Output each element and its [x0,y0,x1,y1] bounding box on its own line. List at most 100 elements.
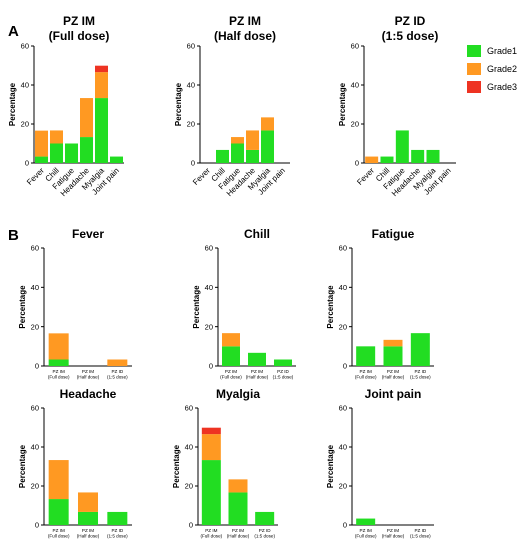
bar-segment [380,156,394,163]
x-tick-label: PZ IM (Half dose) [382,528,405,539]
bar-segment [78,492,98,512]
chart-title: Headache [60,387,117,401]
y-tick-label: 20 [31,322,39,331]
y-tick-label: 20 [185,482,193,491]
y-tick-label: 40 [187,81,195,90]
y-tick-label: 20 [187,120,195,129]
bar-segment [222,346,240,366]
chart-title: Fatigue [372,227,415,241]
bar-segment [383,339,403,347]
y-axis-label: Percentage [18,285,27,329]
y-tick-label: 0 [35,362,39,371]
y-axis-label: Percentage [192,285,201,329]
bar-segment [426,149,440,163]
y-axis-label: Percentage [172,444,181,488]
chart-subtitle: (Half dose) [214,29,276,43]
y-tick-label: 60 [205,244,213,253]
y-tick-label: 0 [209,362,213,371]
bar-segment [383,346,403,366]
x-tick-label: PZ IM (Full dose) [355,369,377,380]
y-tick-label: 60 [31,404,39,413]
x-tick-label: PZ IM (Full dose) [200,528,222,539]
x-tick-label: PZ ID (1:5 dose) [107,369,128,380]
bar-segment [95,72,108,99]
charts: PZ IM(Full dose)Percentage0204060FeverCh… [8,14,456,539]
y-tick-label: 20 [351,120,359,129]
y-tick-label: 0 [355,159,359,168]
bar-segment [48,499,69,525]
y-tick-label: 60 [185,404,193,413]
legend-label-grade2: Grade2 [487,64,517,74]
chart-6: Fatigue Percentage 0 20 40 60 PZ IM (Full dose)… [326,227,434,380]
y-tick-label: 60 [187,42,195,51]
y-tick-label: 0 [35,521,39,530]
chart-title: PZ IM [63,14,95,28]
bar-segment [110,156,123,163]
bar-segment [48,333,69,360]
bar-segment [50,143,63,163]
legend-swatch-grade1 [467,45,481,57]
y-tick-label: 0 [25,159,29,168]
chart-3: PZ ID(1:5 dose)Percentage0204060FeverChi… [338,14,456,198]
x-tick-label: PZ IM (Half dose) [77,369,100,380]
y-tick-label: 40 [185,443,193,452]
bar-segment [356,346,376,366]
y-tick-label: 0 [343,521,347,530]
y-tick-label: 0 [191,159,195,168]
bar-segment [248,352,266,366]
x-tick-label: PZ IM (Full dose) [220,369,242,380]
bar-segment [231,143,244,163]
y-tick-label: 20 [31,482,39,491]
chart-title: PZ ID [395,14,426,28]
x-tick-label: PZ ID (1:5 dose) [107,528,128,539]
x-tick-label: PZ IM (Half dose) [77,528,100,539]
x-tick-label: PZ IM (Half dose) [382,369,405,380]
bar-segment [261,130,274,163]
x-tick-label: PZ ID (1:5 dose) [410,528,431,539]
bar-segment [365,156,379,163]
bar-segment [255,511,275,525]
chart-2: PZ IM(Half dose)Percentage0204060FeverCh… [174,14,290,198]
x-tick-label: PZ IM (Full dose) [48,369,70,380]
chart-9: Joint pain Percentage 0 20 40 60 PZ IM (Full do… [326,387,434,539]
bar-segment [228,479,248,493]
y-tick-label: 0 [189,521,193,530]
y-tick-label: 0 [343,362,347,371]
legend-label-grade3: Grade3 [487,82,517,92]
bar-segment [48,359,69,366]
bar-segment [261,117,274,131]
y-tick-label: 40 [31,283,39,292]
y-axis-label: Percentage [8,82,17,126]
bar-segment [107,359,128,366]
bar-segment [201,427,221,435]
y-tick-label: 40 [339,443,347,452]
y-tick-label: 20 [21,120,29,129]
x-tick-label: Fever [355,166,376,187]
y-tick-label: 40 [339,283,347,292]
y-tick-label: 60 [351,42,359,51]
chart-title: Myalgia [216,387,260,401]
x-tick-label: PZ IM (Half dose) [227,528,250,539]
bar-segment [201,434,221,461]
y-tick-label: 20 [205,322,213,331]
bar-segment [410,333,430,366]
y-tick-label: 40 [21,81,29,90]
legend-swatch-grade2 [467,63,481,75]
bar-segment [48,460,69,500]
y-tick-label: 20 [339,322,347,331]
y-tick-label: 40 [351,81,359,90]
chart-1: PZ IM(Full dose)Percentage0204060FeverCh… [8,14,124,198]
y-tick-label: 60 [21,42,29,51]
x-tick-label: PZ IM (Full dose) [48,528,70,539]
bar-segment [246,130,259,150]
bar-segment [95,98,108,163]
bar-segment [274,359,292,366]
chart-8: Myalgia Percentage 0 20 40 60 PZ IM (Full dose)… [172,387,278,539]
bar-segment [78,511,98,525]
y-tick-label: 60 [31,244,39,253]
bar-segment [356,518,376,525]
x-tick-label: PZ IM (Half dose) [246,369,269,380]
chart-5: Chill Percentage 0 20 40 60 PZ IM (Full dose) PZ… [192,227,296,380]
bar-segment [222,333,240,347]
chart-subtitle: (1:5 dose) [382,29,439,43]
